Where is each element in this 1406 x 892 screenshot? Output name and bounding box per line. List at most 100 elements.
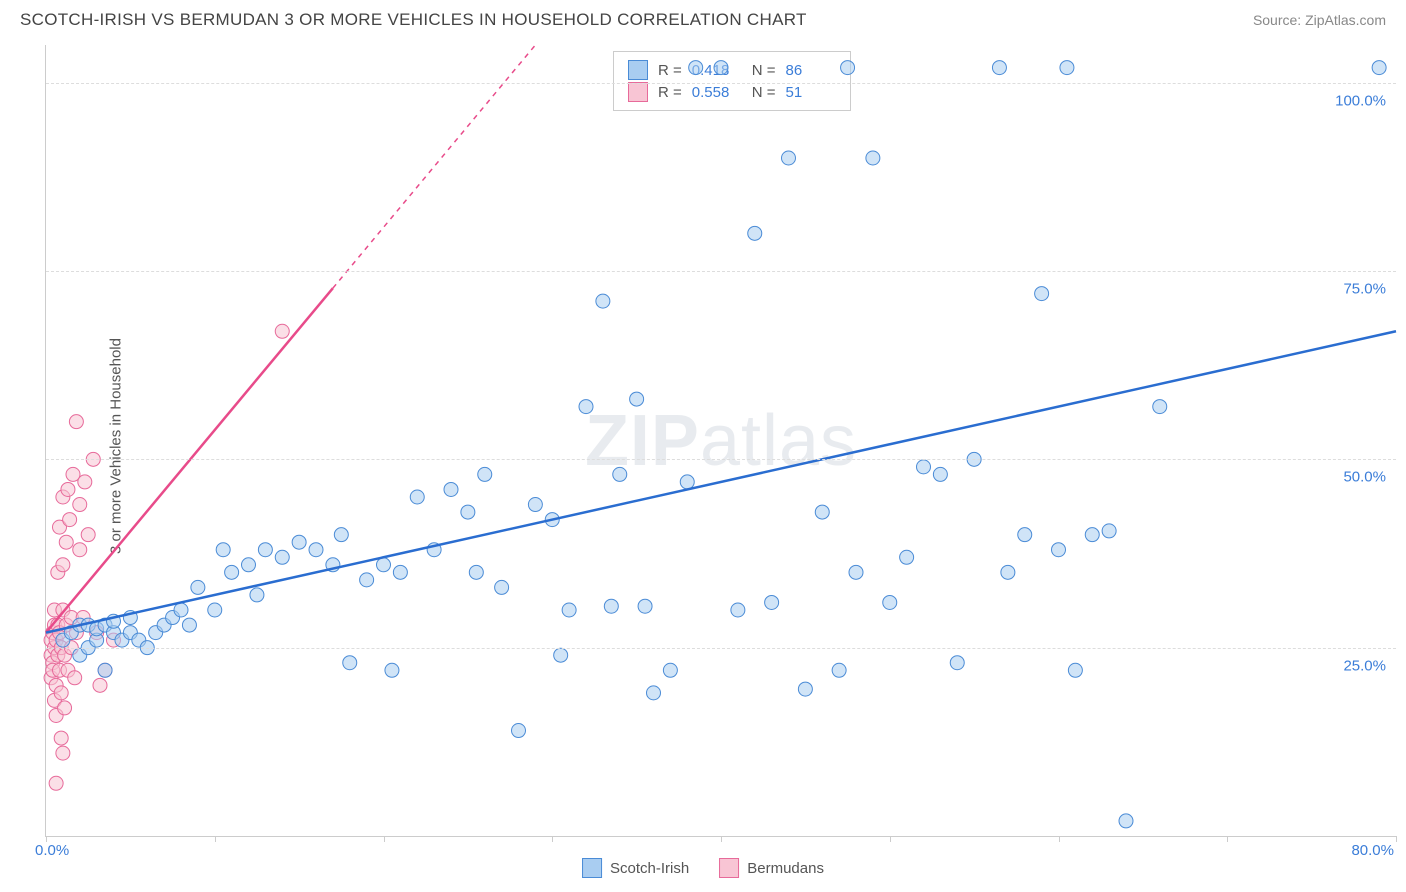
scatter-point-series1 [275,550,289,564]
scatter-point-series1 [495,580,509,594]
scatter-point-series2 [56,558,70,572]
scatter-point-series1 [292,535,306,549]
gridline-h [46,83,1396,84]
scatter-point-series1 [950,656,964,670]
chart-plot-area: ZIPatlas R =0.418 N =86 R =0.558 N =51 2… [45,45,1396,837]
scatter-point-series1 [1153,400,1167,414]
scatter-point-series1 [191,580,205,594]
scatter-point-series1 [798,682,812,696]
scatter-point-series1 [528,498,542,512]
scatter-point-series1 [385,663,399,677]
scatter-point-series2 [78,475,92,489]
scatter-point-series1 [1035,287,1049,301]
scatter-point-series1 [1018,528,1032,542]
scatter-point-series2 [61,482,75,496]
scatter-point-series1 [554,648,568,662]
scatter-svg [46,45,1396,836]
scatter-point-series1 [1068,663,1082,677]
scatter-point-series1 [182,618,196,632]
legend-item-series1: Scotch-Irish [582,858,689,878]
scatter-point-series1 [469,565,483,579]
x-tick [1396,836,1397,842]
scatter-point-series1 [360,573,374,587]
scatter-point-series2 [275,324,289,338]
scatter-point-series1 [1060,61,1074,75]
scatter-point-series1 [613,467,627,481]
scatter-point-series1 [782,151,796,165]
scatter-point-series2 [58,701,72,715]
legend-item-series2: Bermudans [719,858,824,878]
scatter-point-series1 [478,467,492,481]
scatter-point-series2 [54,731,68,745]
x-tick [1227,836,1228,842]
x-tick [215,836,216,842]
scatter-point-series1 [815,505,829,519]
scatter-point-series2 [69,415,83,429]
scatter-point-series2 [54,686,68,700]
y-tick-label: 100.0% [1335,92,1386,109]
scatter-point-series2 [56,746,70,760]
legend-swatch-series1 [582,858,602,878]
scatter-point-series1 [596,294,610,308]
x-axis-max-label: 80.0% [1351,842,1394,859]
scatter-point-series1 [242,558,256,572]
scatter-point-series1 [604,599,618,613]
scatter-point-series1 [1102,524,1116,538]
y-tick-label: 25.0% [1343,657,1386,674]
scatter-point-series1 [765,595,779,609]
scatter-point-series1 [883,595,897,609]
trendline-series2-dashed [333,45,536,288]
scatter-point-series1 [393,565,407,579]
scatter-point-series1 [638,599,652,613]
scatter-point-series1 [216,543,230,557]
scatter-point-series1 [630,392,644,406]
scatter-point-series1 [309,543,323,557]
scatter-point-series1 [992,61,1006,75]
scatter-point-series1 [377,558,391,572]
x-tick [552,836,553,842]
source-link[interactable]: ZipAtlas.com [1305,12,1386,28]
x-axis-min-label: 0.0% [35,842,69,859]
scatter-point-series1 [208,603,222,617]
scatter-point-series1 [1119,814,1133,828]
scatter-point-series1 [579,400,593,414]
x-tick [384,836,385,842]
scatter-point-series1 [647,686,661,700]
scatter-point-series1 [258,543,272,557]
scatter-point-series2 [93,678,107,692]
scatter-point-series1 [731,603,745,617]
y-tick-label: 75.0% [1343,281,1386,298]
scatter-point-series2 [49,776,63,790]
scatter-point-series1 [1052,543,1066,557]
scatter-point-series1 [225,565,239,579]
scatter-point-series1 [1085,528,1099,542]
scatter-point-series1 [841,61,855,75]
trendline-series1 [46,331,1396,632]
scatter-point-series1 [1001,565,1015,579]
gridline-h [46,648,1396,649]
scatter-point-series2 [73,543,87,557]
scatter-point-series1 [917,460,931,474]
scatter-point-series1 [562,603,576,617]
scatter-point-series1 [1372,61,1386,75]
scatter-point-series1 [461,505,475,519]
scatter-point-series1 [933,467,947,481]
scatter-point-series1 [832,663,846,677]
scatter-point-series1 [174,603,188,617]
scatter-point-series2 [81,528,95,542]
scatter-point-series2 [63,513,77,527]
scatter-point-series1 [714,61,728,75]
scatter-point-series1 [334,528,348,542]
scatter-point-series1 [444,482,458,496]
scatter-point-series1 [866,151,880,165]
source-attribution: Source: ZipAtlas.com [1253,12,1386,28]
scatter-point-series1 [680,475,694,489]
gridline-h [46,271,1396,272]
scatter-point-series1 [849,565,863,579]
scatter-point-series2 [73,498,87,512]
scatter-point-series1 [748,226,762,240]
scatter-point-series1 [250,588,264,602]
chart-title: SCOTCH-IRISH VS BERMUDAN 3 OR MORE VEHIC… [20,10,807,30]
scatter-point-series1 [343,656,357,670]
scatter-point-series1 [98,663,112,677]
